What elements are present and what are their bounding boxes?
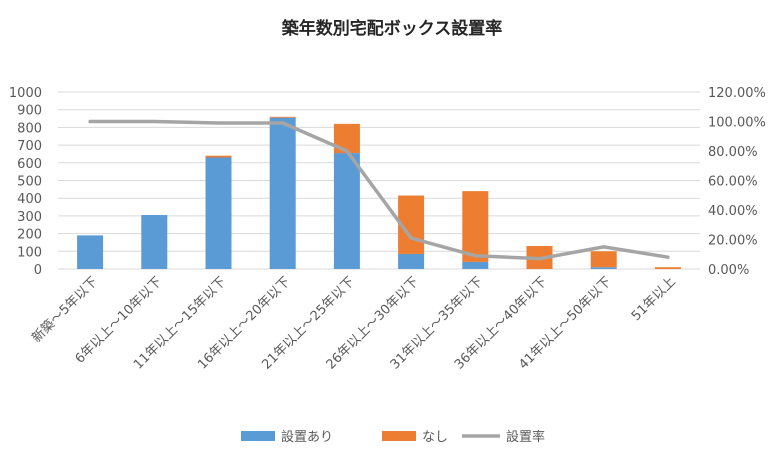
- bar-none: [590, 251, 617, 268]
- legend-label: なし: [422, 430, 448, 445]
- y2-tick-label: 120.00%: [708, 86, 766, 101]
- legend-swatch: [382, 431, 416, 441]
- y-tick-label: 800: [17, 121, 42, 136]
- bar-installed: [205, 157, 232, 269]
- x-tick-label: 新築～5年以下: [29, 274, 101, 346]
- y2-tick-label: 0.00%: [708, 263, 749, 278]
- y-tick-label: 300: [17, 210, 42, 225]
- bar-installed: [590, 267, 617, 269]
- y-tick-label: 500: [17, 175, 42, 190]
- y-tick-label: 200: [17, 228, 42, 243]
- y2-tick-label: 40.00%: [708, 204, 758, 219]
- bar-none: [654, 267, 681, 269]
- y-tick-label: 100: [17, 245, 42, 260]
- bar-none: [462, 191, 489, 262]
- legend-label: 設置率: [506, 429, 545, 445]
- installation-rate-line: [88, 119, 670, 261]
- y-tick-label: 700: [17, 139, 42, 154]
- y-tick-label: 600: [17, 157, 42, 172]
- y2-tick-label: 60.00%: [708, 175, 758, 190]
- y-tick-label: 0: [34, 263, 42, 278]
- x-tick-label: 51年以上: [629, 274, 679, 324]
- bar-installed: [77, 235, 104, 269]
- y-tick-label: 400: [17, 192, 42, 207]
- legend-label: 設置あり: [281, 429, 333, 445]
- bar-installed: [269, 117, 296, 269]
- chart-title: 築年数別宅配ボックス設置率: [281, 18, 503, 39]
- legend-swatch: [241, 431, 275, 441]
- bar-installed: [333, 153, 360, 269]
- y2-tick-label: 20.00%: [708, 234, 758, 249]
- bar-installed: [462, 261, 489, 269]
- y-tick-label: 900: [17, 104, 42, 119]
- bar-installed: [141, 215, 168, 269]
- bar-none: [269, 116, 296, 118]
- y-tick-label: 1000: [9, 86, 42, 101]
- bar-installed: [398, 253, 425, 269]
- y2-tick-label: 100.00%: [708, 116, 766, 131]
- y2-tick-label: 80.00%: [708, 145, 758, 160]
- bar-none: [205, 155, 232, 158]
